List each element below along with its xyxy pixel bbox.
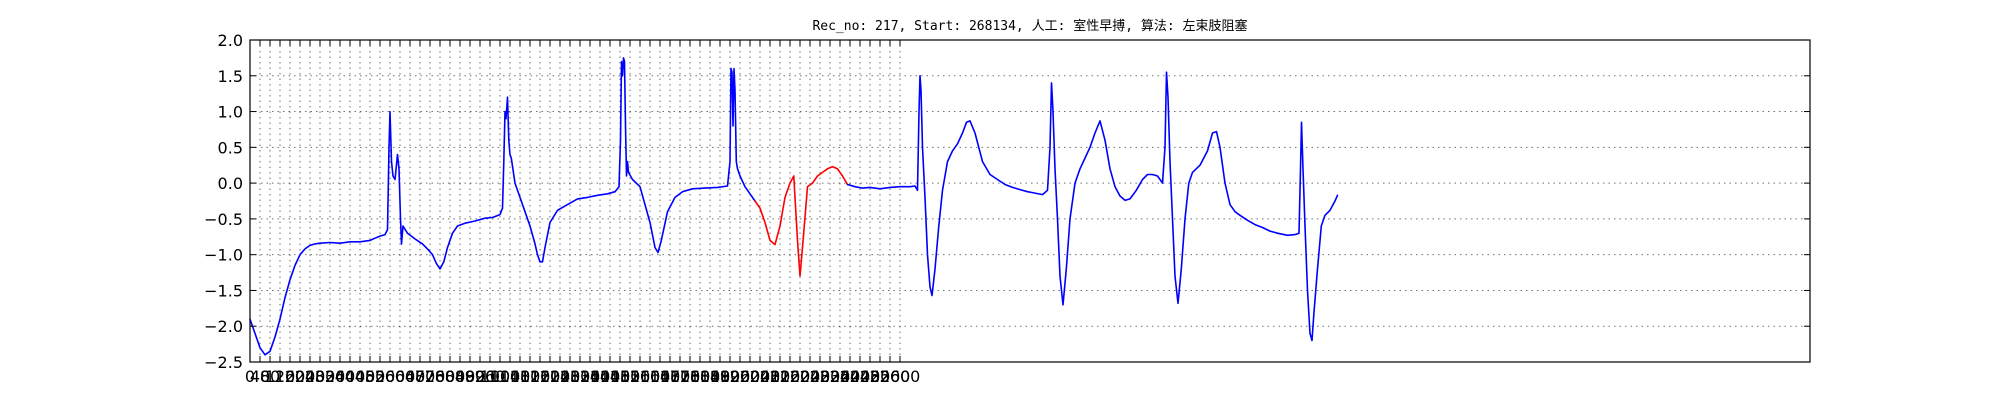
x-tick-label: 160: [275, 367, 306, 386]
x-tick-label: 2400: [830, 367, 871, 386]
x-tick-label: 1440: [590, 367, 631, 386]
x-tick-label: 1200: [530, 367, 571, 386]
x-tick-label: 1840: [690, 367, 731, 386]
x-tick-label: 360: [325, 367, 356, 386]
x-tick-label: 2160: [770, 367, 811, 386]
x-tick-label: 400: [335, 367, 366, 386]
y-tick-label: −2.0: [204, 317, 243, 336]
x-tick-label: 2120: [760, 367, 801, 386]
grid: [250, 40, 1810, 362]
x-tick-label: 1000: [480, 367, 521, 386]
x-tick-label: 2000: [730, 367, 771, 386]
y-tick-label: −1.0: [204, 246, 243, 265]
x-tick-label: 2280: [800, 367, 841, 386]
series-line-1: [249, 57, 756, 356]
y-tick-label: −0.5: [204, 210, 243, 229]
x-tick-label: 2360: [820, 367, 861, 386]
x-tick-label: 1800: [680, 367, 721, 386]
x-tick-label: 600: [385, 367, 416, 386]
x-tick-label: 800: [435, 367, 466, 386]
x-tick-label: 1920: [710, 367, 751, 386]
y-tick-label: 2.0: [218, 31, 243, 50]
x-tick-label: 1560: [620, 367, 661, 386]
x-tick-label: 2440: [840, 367, 881, 386]
series-line-2: [754, 165, 849, 277]
x-tick-label: 1760: [670, 367, 711, 386]
y-tick-label: −2.5: [204, 353, 243, 372]
x-tick-label: 2480: [850, 367, 891, 386]
x-tick-label: 920: [465, 367, 496, 386]
y-axis: −2.5 −2.0 −1.5 −1.0 −0.5 0.0 0.5 1.0 1.5 2.0: [204, 31, 1810, 372]
x-tick-label: 2040: [740, 367, 781, 386]
chart-title: Rec_no: 217, Start: 268134, 人工: 室性早搏, 算法…: [812, 18, 1247, 34]
x-tick-label: 1320: [560, 367, 601, 386]
x-tick-label: 1520: [610, 367, 651, 386]
x-tick-label: 1720: [660, 367, 701, 386]
axes-frame: [249, 39, 1811, 363]
x-tick-label: 720: [415, 367, 446, 386]
series-line-3: [846, 71, 1339, 342]
x-tick-label: 440: [345, 367, 376, 386]
x-tick-label: 880: [455, 367, 486, 386]
x-tick-label: 1600: [630, 367, 671, 386]
x-tick-label: 960: [475, 367, 506, 386]
x-tick-label: 1640: [640, 367, 681, 386]
series-layer: [249, 57, 1339, 356]
x-tick-label: 1360: [570, 367, 611, 386]
x-tick-label: 280: [305, 367, 336, 386]
y-tick-label: 1.5: [218, 67, 243, 86]
x-tick-label: 680: [405, 367, 436, 386]
x-tick-label: 520: [365, 367, 396, 386]
x-tick-label: 80: [260, 367, 280, 386]
x-tick-label: 1960: [720, 367, 761, 386]
x-tick-label: 240: [295, 367, 326, 386]
x-axis: 0408012016020024028032036040044048052056…: [245, 40, 920, 386]
x-tick-label: 200: [285, 367, 316, 386]
x-tick-label: 120: [265, 367, 296, 386]
x-tick-label: 840: [445, 367, 476, 386]
x-tick-label: 2240: [790, 367, 831, 386]
x-tick-label: 1680: [650, 367, 691, 386]
x-tick-label: 2520: [860, 367, 901, 386]
x-tick-label: 1880: [700, 367, 741, 386]
y-tick-label: 1.0: [218, 103, 243, 122]
x-tick-label: 320: [315, 367, 346, 386]
x-tick-label: 40: [250, 367, 270, 386]
x-tick-label: 1480: [600, 367, 641, 386]
x-tick-label: 2560: [870, 367, 911, 386]
x-tick-label: 560: [375, 367, 406, 386]
y-tick-label: 0.5: [218, 138, 243, 157]
x-tick-label: 1120: [510, 367, 551, 386]
x-tick-label: 1240: [540, 367, 581, 386]
x-tick-label: 2200: [780, 367, 821, 386]
x-tick-label: 760: [425, 367, 456, 386]
x-tick-label: 1160: [520, 367, 561, 386]
x-tick-label: 0: [245, 367, 255, 386]
x-tick-label: 2320: [810, 367, 851, 386]
x-tick-label: 2600: [880, 367, 921, 386]
y-tick-label: 0.0: [218, 174, 243, 193]
x-tick-label: 1040: [490, 367, 531, 386]
y-tick-label: −1.5: [204, 281, 243, 300]
x-tick-label: 1400: [580, 367, 621, 386]
x-tick-label: 1080: [500, 367, 541, 386]
x-tick-label: 640: [395, 367, 426, 386]
x-tick-label: 2080: [750, 367, 791, 386]
x-tick-label: 1280: [550, 367, 591, 386]
x-tick-label: 480: [355, 367, 386, 386]
